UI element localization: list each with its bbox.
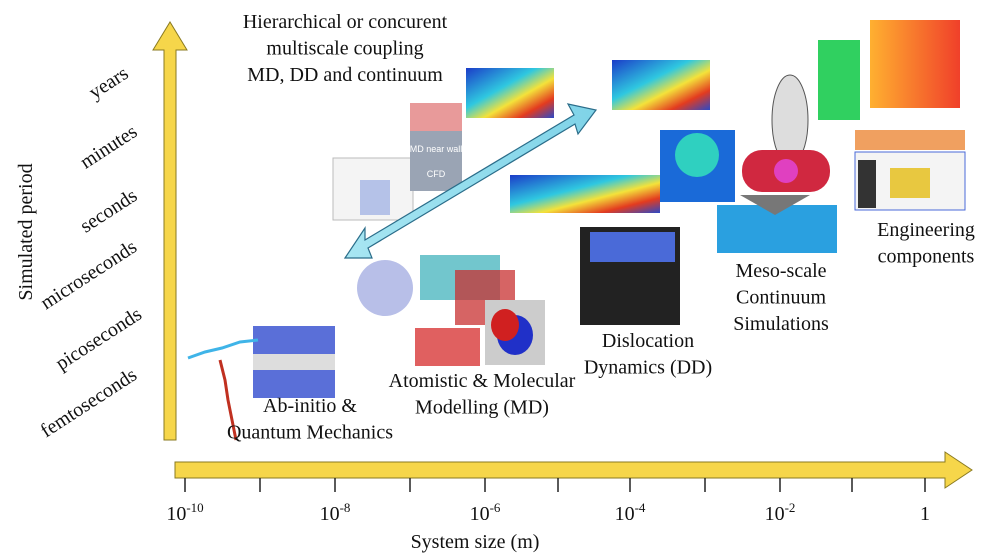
x-axis-arrow — [174, 451, 973, 489]
x-tick-label: 1 — [920, 503, 930, 525]
caption: Meso-scale — [735, 260, 826, 282]
caption: Engineering — [877, 219, 975, 241]
x-tick-label: 10-8 — [320, 500, 351, 525]
caption: multiscale coupling — [266, 38, 423, 60]
y-label: years — [85, 62, 133, 104]
image-text: CFD — [427, 169, 446, 179]
caption: Dislocation — [602, 330, 694, 352]
x-tick-label: 10-4 — [615, 500, 646, 525]
tick-exponent: -8 — [340, 500, 351, 515]
labels: years minutes secondsmicrosecondspicosecon… — [37, 11, 975, 525]
caption: Hierarchical or concurent — [243, 11, 448, 33]
image-coupling: MD near wall CFD — [332, 68, 554, 221]
tick-exponent: -2 — [785, 500, 796, 515]
y-label: seconds — [76, 184, 141, 237]
caption: Dynamics (DD) — [584, 357, 712, 379]
x-tick-label: 10-2 — [765, 500, 796, 525]
tick-base: 10 — [765, 503, 785, 525]
tick-exponent: -4 — [635, 500, 646, 515]
x-axis-title: System size (m) — [411, 531, 540, 553]
caption: Modelling (MD) — [415, 397, 549, 419]
tick-base: 10 — [615, 503, 635, 525]
tick-base: 10 — [320, 503, 340, 525]
image-engineering — [854, 20, 966, 211]
tick-exponent: -6 — [490, 500, 501, 515]
y-label: picoseconds — [52, 303, 146, 375]
tick-base: 10 — [166, 503, 186, 525]
caption: Continuum — [736, 287, 826, 309]
caption: components — [878, 246, 975, 268]
x-tick-label: 10-6 — [470, 500, 501, 525]
y-label: femtoseconds — [37, 364, 141, 442]
image-atomistic — [357, 255, 545, 366]
coupling-arrow — [343, 103, 598, 259]
caption: Simulations — [733, 313, 829, 335]
tick-exponent: -10 — [186, 500, 203, 515]
y-axis-title: Simulated period — [15, 163, 37, 300]
image-dislocation — [510, 60, 735, 325]
caption: Quantum Mechanics — [227, 422, 393, 444]
tick-base: 1 — [920, 503, 930, 525]
caption: Atomistic & Molecular — [389, 370, 576, 392]
image-text: MD near wall — [410, 144, 463, 154]
image-ab-initio — [187, 326, 335, 441]
tick-base: 10 — [470, 503, 490, 525]
caption: MD, DD and continuum — [247, 64, 443, 86]
caption: Ab-initio & — [263, 395, 357, 417]
y-label: minutes — [76, 120, 141, 173]
y-label: microseconds — [37, 236, 141, 314]
y-axis-arrow — [152, 21, 188, 441]
x-minor-ticks — [184, 478, 926, 492]
x-tick-label: 10-10 — [166, 500, 203, 525]
image-meso — [717, 40, 860, 253]
